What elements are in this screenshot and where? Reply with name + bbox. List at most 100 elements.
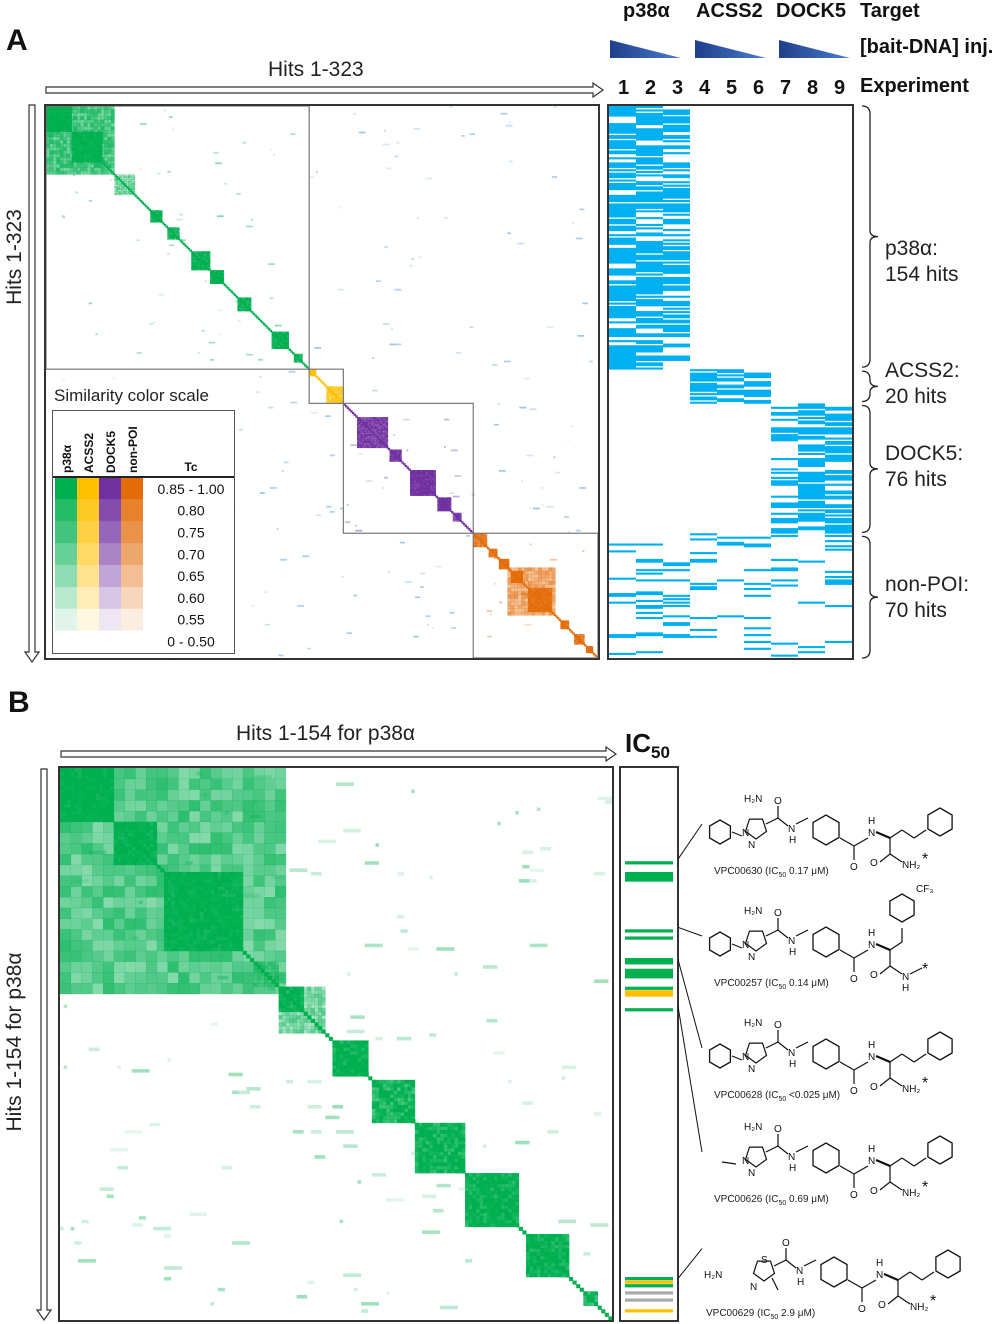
heatmap-cell xyxy=(116,179,118,181)
heatmap-cell xyxy=(104,113,108,117)
heatmap-cell xyxy=(77,132,79,134)
heatmap-cell xyxy=(297,361,299,363)
heatmap-cell xyxy=(531,574,535,578)
heatmap-cell xyxy=(49,144,53,148)
heatmap-cell xyxy=(429,480,431,482)
heatmap-cell xyxy=(483,965,497,969)
hit-cell xyxy=(663,258,690,260)
heatmap-cell xyxy=(193,263,195,265)
heatmap-cell xyxy=(338,386,340,388)
heatmap-cell xyxy=(82,138,84,140)
heatmap-cell xyxy=(63,150,67,154)
heatmap-cell xyxy=(446,499,448,501)
heatmap-cell xyxy=(383,422,385,424)
heatmap-cell xyxy=(417,487,419,489)
heatmap-cell xyxy=(208,263,210,265)
heatmap-cell xyxy=(410,479,412,481)
experiment-number: 1 xyxy=(618,77,629,99)
heatmap-cell xyxy=(241,309,243,311)
heatmap-cell xyxy=(535,600,537,602)
heatmap-cell xyxy=(453,520,455,522)
heatmap-cell xyxy=(550,602,552,604)
heatmap-cell xyxy=(548,588,550,590)
heatmap-cell xyxy=(60,168,64,172)
heatmap-cell xyxy=(285,337,287,339)
heatmap-cell xyxy=(272,340,274,342)
heatmap-cell xyxy=(275,865,286,876)
heatmap-cell xyxy=(366,420,368,422)
heatmap-cell xyxy=(536,600,538,602)
heatmap-cell xyxy=(213,282,215,284)
heatmap-cell xyxy=(53,121,55,123)
heatmap-cell xyxy=(77,157,79,159)
heatmap-cell xyxy=(208,256,210,258)
heatmap-cell xyxy=(340,395,342,397)
heatmap-cell xyxy=(51,108,53,110)
heatmap-cell xyxy=(275,811,286,822)
hit-cell xyxy=(744,627,771,629)
heatmap-cell xyxy=(221,1166,232,1170)
heatmap-cell xyxy=(362,441,364,443)
heatmap-cell xyxy=(191,265,193,267)
heatmap-cell xyxy=(525,605,529,609)
heatmap-cell xyxy=(239,306,241,308)
heatmap-cell xyxy=(49,147,53,151)
heatmap-cell xyxy=(202,258,204,260)
heatmap-cell xyxy=(77,144,79,146)
heatmap-cell xyxy=(67,768,71,772)
heatmap-cell xyxy=(58,127,60,129)
heatmap-cell xyxy=(94,135,96,137)
heatmap-cell xyxy=(80,152,82,154)
heatmap-cell xyxy=(364,438,366,440)
heatmap-cell xyxy=(264,929,275,940)
heatmap-cell xyxy=(275,800,286,811)
heatmap-cell xyxy=(74,804,78,808)
heatmap-cell xyxy=(55,111,57,113)
hit-cell xyxy=(663,335,690,337)
heatmap-cell xyxy=(360,444,362,446)
heatmap-cell xyxy=(552,605,556,609)
heatmap-cell xyxy=(130,186,132,188)
panel-a-x-title: Hits 1-323 xyxy=(268,58,364,82)
heatmap-cell xyxy=(379,419,381,421)
heatmap-cell xyxy=(111,140,115,144)
heatmap-cell xyxy=(101,133,103,135)
heatmap-cell xyxy=(425,492,427,494)
heatmap-cell xyxy=(196,253,198,255)
legend-swatch xyxy=(77,543,99,565)
heatmap-cell xyxy=(74,772,78,776)
heatmap-cell xyxy=(543,596,545,598)
heatmap-cell xyxy=(84,147,86,149)
heatmap-cell xyxy=(56,161,60,165)
heatmap-cell xyxy=(96,772,100,776)
heatmap-cell xyxy=(432,484,434,486)
heatmap-cell xyxy=(103,876,114,887)
heatmap-cell xyxy=(84,159,86,161)
heatmap-cell xyxy=(246,301,248,303)
heatmap-cell xyxy=(440,1306,458,1310)
heatmap-cell xyxy=(74,779,78,783)
heatmap-cell xyxy=(326,400,328,402)
heatmap-cell xyxy=(357,436,359,438)
heatmap-cell xyxy=(75,138,77,140)
heatmap-cell xyxy=(94,133,96,135)
heatmap-cell xyxy=(202,256,204,258)
heatmap-cell xyxy=(67,130,69,132)
heatmap-cell xyxy=(221,779,232,790)
heatmap-cell xyxy=(398,455,400,457)
heatmap-cell xyxy=(94,120,98,124)
heatmap-cell xyxy=(71,790,75,794)
heatmap-cell xyxy=(77,142,79,144)
heatmap-cell xyxy=(63,108,65,110)
heatmap-cell xyxy=(60,951,71,962)
heatmap-cell xyxy=(550,605,552,607)
heatmap-cell xyxy=(508,1080,512,1084)
heatmap-cell xyxy=(195,262,197,264)
heatmap-cell xyxy=(391,458,393,460)
heatmap-cell xyxy=(501,564,503,566)
hit-cell xyxy=(609,543,636,545)
heatmap-cell xyxy=(63,127,65,129)
heatmap-cell xyxy=(537,807,541,811)
heatmap-cell xyxy=(85,137,87,139)
heatmap-cell xyxy=(75,159,77,161)
